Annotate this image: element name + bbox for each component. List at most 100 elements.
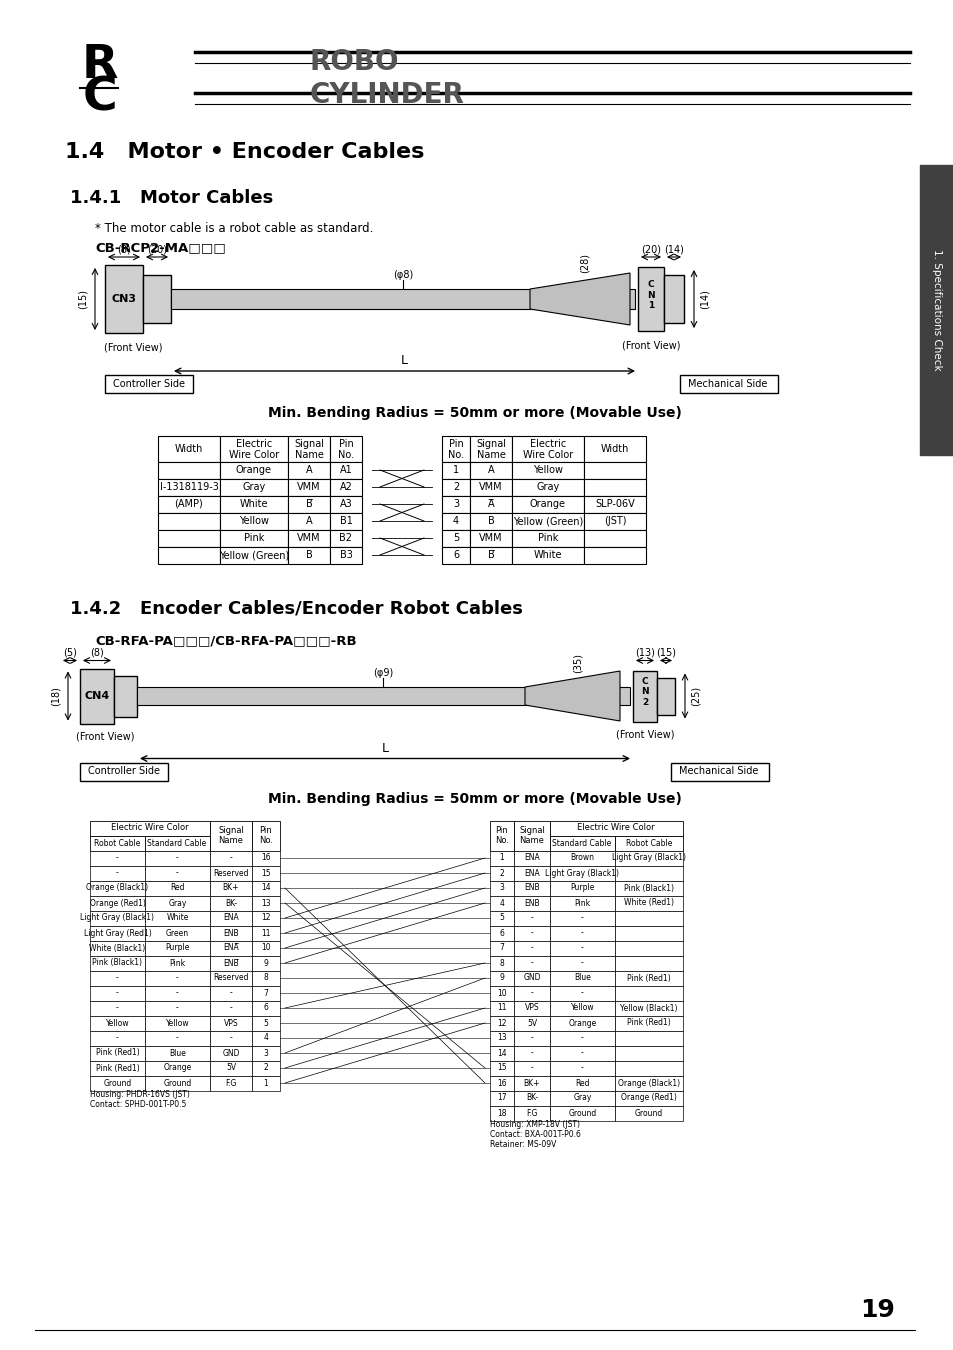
Text: Standard Cable: Standard Cable xyxy=(552,838,611,848)
Bar xyxy=(490,880,514,895)
Text: (JST): (JST) xyxy=(603,516,625,526)
Bar xyxy=(514,971,550,986)
Text: Yellow (Black1): Yellow (Black1) xyxy=(619,1003,677,1012)
Text: B: B xyxy=(487,516,494,526)
Text: -: - xyxy=(580,1034,583,1042)
Text: Pink (Red1): Pink (Red1) xyxy=(626,1018,670,1027)
Bar xyxy=(550,880,615,895)
Text: Pin
No.: Pin No. xyxy=(495,826,509,845)
Bar xyxy=(252,1015,280,1030)
Bar xyxy=(210,986,252,1000)
Bar xyxy=(220,513,288,529)
Text: 9: 9 xyxy=(263,958,268,968)
Bar xyxy=(512,513,583,529)
Text: White: White xyxy=(533,549,561,560)
Bar xyxy=(583,495,645,513)
Text: VMM: VMM xyxy=(297,533,320,543)
Text: BK-: BK- xyxy=(525,1094,537,1103)
Bar xyxy=(210,941,252,956)
Bar xyxy=(145,1061,210,1076)
Text: 12: 12 xyxy=(261,914,271,922)
Text: -: - xyxy=(530,944,533,953)
Text: Pink (Black1): Pink (Black1) xyxy=(623,883,673,892)
Text: Pink: Pink xyxy=(244,533,264,543)
Bar xyxy=(288,529,330,547)
Text: Light Gray (Black1): Light Gray (Black1) xyxy=(80,914,154,922)
Text: Min. Bending Radius = 50mm or more (Movable Use): Min. Bending Radius = 50mm or more (Mova… xyxy=(268,791,681,806)
Text: 12: 12 xyxy=(497,1018,506,1027)
Bar xyxy=(514,1015,550,1030)
Text: -: - xyxy=(530,958,533,968)
Bar xyxy=(80,668,113,724)
Text: 7: 7 xyxy=(499,944,504,953)
Text: 14: 14 xyxy=(497,1049,506,1057)
Text: Ground: Ground xyxy=(103,1079,132,1088)
Bar xyxy=(90,1045,145,1061)
Text: (φ8): (φ8) xyxy=(393,270,413,279)
Bar xyxy=(137,687,629,705)
Bar xyxy=(490,850,514,865)
Text: -: - xyxy=(116,973,119,983)
Bar xyxy=(490,986,514,1000)
Text: -: - xyxy=(176,853,178,863)
Text: Pink: Pink xyxy=(537,533,558,543)
Bar xyxy=(145,865,210,880)
Bar xyxy=(512,529,583,547)
Bar xyxy=(470,462,512,478)
Text: Gray: Gray xyxy=(573,1094,591,1103)
Bar xyxy=(252,971,280,986)
Text: GND: GND xyxy=(222,1049,239,1057)
Bar xyxy=(550,1000,615,1015)
Bar xyxy=(490,1000,514,1015)
Text: Red: Red xyxy=(170,883,185,892)
Text: -: - xyxy=(580,914,583,922)
Bar xyxy=(330,529,361,547)
Text: Controller Side: Controller Side xyxy=(88,767,160,776)
Text: B̅: B̅ xyxy=(305,500,312,509)
Text: Signal: Signal xyxy=(476,439,505,448)
Bar xyxy=(615,895,682,910)
Text: 16: 16 xyxy=(497,1079,506,1088)
Bar xyxy=(145,850,210,865)
Text: B3: B3 xyxy=(339,549,352,560)
Text: Housing: PHDR-16VS (JST): Housing: PHDR-16VS (JST) xyxy=(90,1089,190,1099)
Text: Gray: Gray xyxy=(536,482,559,491)
Bar xyxy=(441,547,470,563)
Bar xyxy=(220,529,288,547)
Text: (Front View): (Front View) xyxy=(615,729,674,740)
Text: 10: 10 xyxy=(261,944,271,953)
Text: 2: 2 xyxy=(453,482,458,491)
Bar xyxy=(330,462,361,478)
Text: 15: 15 xyxy=(497,1064,506,1072)
Text: 1. Specifications Check: 1. Specifications Check xyxy=(931,250,941,371)
Text: Controller Side: Controller Side xyxy=(112,379,185,389)
Text: Contact: BXA-001T-P0.6: Contact: BXA-001T-P0.6 xyxy=(490,1130,580,1139)
Text: Electric Wire Color: Electric Wire Color xyxy=(112,824,189,833)
Text: Yellow: Yellow xyxy=(106,1018,130,1027)
Bar xyxy=(615,865,682,880)
Bar xyxy=(143,275,171,323)
Bar xyxy=(550,1030,615,1045)
Text: Yellow: Yellow xyxy=(239,516,269,526)
Text: 5V: 5V xyxy=(526,1018,537,1027)
Text: 15: 15 xyxy=(261,868,271,878)
Bar xyxy=(615,1030,682,1045)
Text: -: - xyxy=(176,1034,178,1042)
Text: 3: 3 xyxy=(453,500,458,509)
Text: (φ9): (φ9) xyxy=(373,668,394,678)
Bar xyxy=(514,926,550,941)
Bar xyxy=(550,941,615,956)
Bar xyxy=(145,956,210,971)
Bar xyxy=(252,1076,280,1091)
Text: L: L xyxy=(381,743,388,755)
Bar xyxy=(490,1106,514,1120)
Text: Ground: Ground xyxy=(163,1079,192,1088)
Text: -: - xyxy=(116,868,119,878)
Bar xyxy=(210,971,252,986)
Bar xyxy=(90,956,145,971)
Bar xyxy=(615,956,682,971)
Bar xyxy=(670,763,768,780)
Bar xyxy=(490,821,514,850)
Bar xyxy=(252,956,280,971)
Text: Pink: Pink xyxy=(574,899,590,907)
